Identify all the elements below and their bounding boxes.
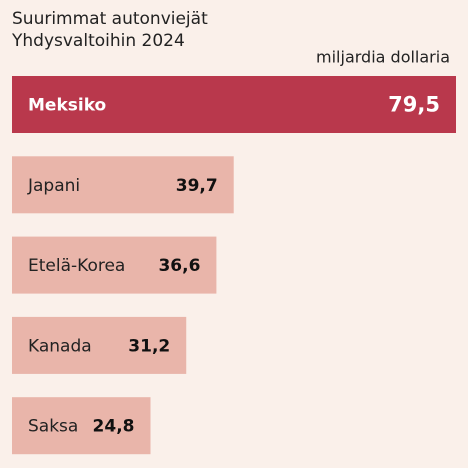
chart-title: Suurimmat autonviejät Yhdysvaltoihin 202… — [12, 9, 208, 51]
category-label: Etelä-Korea — [28, 256, 125, 276]
category-label: Meksiko — [28, 96, 106, 116]
bar — [12, 316, 187, 374]
category-label: Japani — [27, 176, 80, 196]
bar — [12, 76, 456, 133]
value-label: 39,7 — [176, 176, 218, 196]
bar — [12, 156, 234, 214]
value-label: 31,2 — [128, 336, 170, 356]
unit-label: miljardia dollaria — [316, 48, 450, 67]
category-label: Saksa — [28, 417, 78, 437]
bar — [12, 397, 151, 455]
category-label: Kanada — [28, 336, 92, 356]
value-label: 24,8 — [93, 417, 135, 437]
value-label: 79,5 — [388, 93, 440, 117]
value-label: 36,6 — [158, 256, 200, 276]
bar — [12, 236, 217, 294]
